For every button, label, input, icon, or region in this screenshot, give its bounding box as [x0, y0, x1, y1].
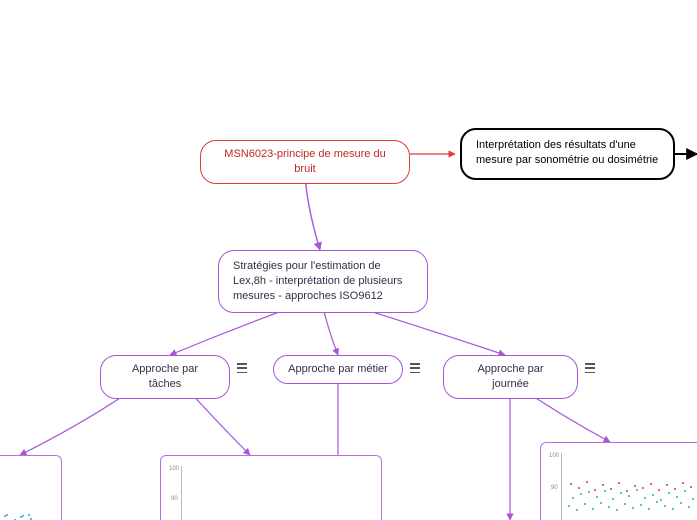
node-metier-label: Approche par métier	[288, 363, 388, 375]
node-strategies[interactable]: Stratégies pour l'estimation de Lex,8h -…	[218, 250, 428, 313]
node-root[interactable]: MSN6023-principe de mesure du bruit	[200, 140, 410, 184]
node-strategies-label: Stratégies pour l'estimation de Lex,8h -…	[233, 260, 402, 302]
node-journee-label: Approche par journée	[477, 363, 543, 390]
notes-icon[interactable]	[237, 363, 247, 373]
node-approche-taches[interactable]: Approche par tâches	[100, 355, 230, 399]
chart-panel-journee: 100 90	[540, 442, 697, 520]
axis-tick-label: 90	[171, 496, 178, 502]
node-approche-journee[interactable]: Approche par journée	[443, 355, 578, 399]
node-interpretation-label: Interprétation des résultats d'une mesur…	[476, 139, 658, 166]
node-approche-metier[interactable]: Approche par métier	[273, 355, 403, 384]
chart-panel-taches: 100 90	[0, 455, 62, 520]
notes-icon[interactable]	[585, 363, 595, 373]
axis-tick-label: 90	[551, 485, 558, 491]
notes-icon[interactable]	[410, 363, 420, 373]
node-taches-label: Approche par tâches	[132, 363, 198, 390]
chart-panel-metier: 100 90	[160, 455, 382, 520]
axis-tick-label: 100	[549, 453, 559, 459]
node-interpretation[interactable]: Interprétation des résultats d'une mesur…	[460, 128, 675, 180]
node-root-label: MSN6023-principe de mesure du bruit	[224, 148, 385, 175]
axis-tick-label: 100	[169, 466, 179, 472]
